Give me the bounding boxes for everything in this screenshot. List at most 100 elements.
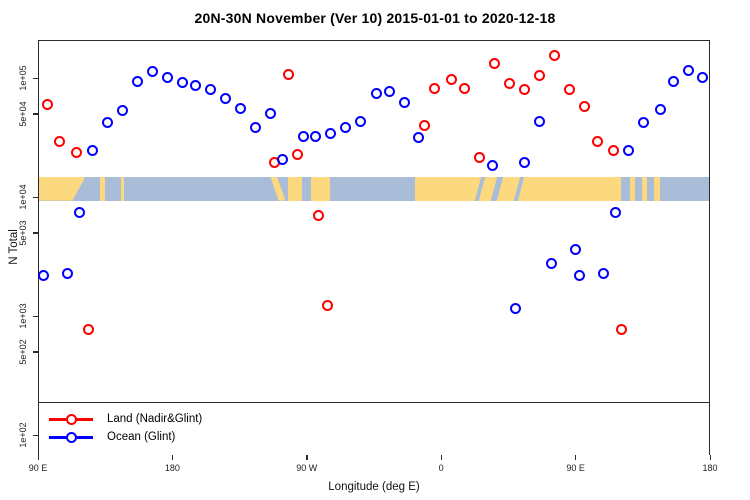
ocean-data-point	[146, 66, 158, 78]
x-axis-title: Longitude (deg E)	[328, 481, 420, 493]
x-tick	[37, 455, 39, 460]
ocean-data-point	[309, 130, 321, 142]
land-data-point	[615, 323, 627, 335]
land-data-point	[42, 99, 54, 111]
land-data-point	[578, 100, 590, 112]
ocean-data-point	[264, 108, 276, 120]
ocean-data-point	[623, 144, 635, 156]
y-tick-label: 1e+02	[18, 422, 28, 448]
ocean-data-point	[220, 93, 232, 105]
land-data-point	[445, 73, 457, 85]
ocean-data-point	[370, 88, 382, 100]
ocean-data-point	[597, 267, 609, 279]
ocean-data-point	[683, 65, 695, 77]
chart-title: 20N-30N November (Ver 10) 2015-01-01 to …	[194, 10, 556, 26]
ocean-data-point	[545, 257, 557, 269]
x-tick	[709, 455, 711, 460]
land-segment	[100, 177, 105, 201]
ocean-data-point	[399, 97, 411, 109]
y-tick	[33, 113, 38, 115]
ocean-data-point	[61, 267, 73, 279]
ocean-data-point	[132, 75, 144, 87]
ocean-data-point	[384, 85, 396, 97]
land-segment	[288, 177, 302, 201]
ocean-data-point	[654, 104, 666, 116]
ocean-data-point	[533, 115, 545, 127]
ocean-data-point	[339, 122, 351, 134]
land-data-point	[474, 151, 486, 163]
legend-item-land: Land (Nadir&Glint)	[49, 411, 202, 427]
y-tick	[33, 196, 38, 198]
land-data-point	[608, 145, 620, 157]
ocean-data-point	[324, 127, 336, 139]
ocean-data-point	[638, 117, 650, 129]
ocean-data-point	[87, 145, 99, 157]
land-segment	[310, 177, 331, 201]
ocean-data-point	[117, 105, 129, 117]
y-tick	[33, 232, 38, 234]
land-segment	[270, 177, 286, 201]
land-data-point	[429, 82, 441, 94]
x-tick	[306, 455, 308, 460]
ocean-data-point	[73, 207, 85, 219]
land-data-point	[82, 323, 94, 335]
land-data-point	[282, 68, 294, 80]
ocean-data-point	[696, 72, 708, 84]
x-tick-label: 0	[438, 463, 444, 473]
ocean-data-point	[569, 243, 581, 255]
legend-box: Land (Nadir&Glint) Ocean (Glint)	[39, 402, 709, 455]
ocean-data-point	[297, 130, 309, 142]
land-segment	[415, 177, 608, 201]
y-tick-label: 5e+02	[18, 339, 28, 365]
land-data-point	[321, 299, 333, 311]
land-data-point	[592, 135, 603, 147]
legend-item-ocean: Ocean (Glint)	[49, 429, 175, 445]
land-data-point	[70, 147, 82, 159]
ocean-data-point	[205, 84, 217, 96]
ocean-data-point	[37, 269, 49, 281]
x-tick-label: 90 E	[28, 463, 48, 473]
land-segment	[607, 177, 622, 201]
ocean-data-point	[354, 115, 366, 127]
land-data-point	[312, 210, 324, 222]
x-tick-label: 180	[164, 463, 180, 473]
ocean-data-point	[102, 117, 114, 129]
legend-label-land: Land (Nadir&Glint)	[107, 413, 203, 425]
land-segment	[642, 177, 647, 201]
ocean-data-point	[250, 122, 262, 134]
x-tick-label: 180	[702, 463, 718, 473]
x-tick	[440, 455, 442, 460]
land-data-point	[488, 58, 500, 70]
land-data-point	[291, 149, 303, 161]
x-tick	[575, 455, 577, 460]
ocean-data-point	[668, 75, 680, 87]
y-axis-title: N Total	[8, 229, 20, 265]
land-data-point	[533, 69, 545, 81]
ocean-data-point	[176, 76, 188, 88]
plot-area: Land (Nadir&Glint) Ocean (Glint)	[37, 40, 710, 455]
ocean-data-point	[161, 72, 173, 84]
land-segment	[654, 177, 661, 201]
ocean-data-point	[574, 269, 586, 281]
land-data-point	[563, 83, 575, 95]
ocean-data-point	[276, 154, 288, 166]
ocean-data-point	[235, 102, 247, 114]
x-tick-label: 90 W	[296, 463, 318, 473]
ocean-data-point	[190, 79, 202, 91]
land-data-point	[503, 78, 515, 90]
y-tick-label: 5e+04	[18, 101, 28, 127]
ocean-data-point	[509, 303, 521, 315]
ocean-series-marker-icon	[49, 431, 93, 443]
land-data-point	[418, 119, 430, 131]
land-segment	[121, 177, 125, 201]
land-data-point	[518, 84, 530, 96]
x-tick	[171, 455, 174, 460]
y-tick	[33, 315, 38, 317]
latitude-map-strip	[39, 177, 709, 201]
x-tick-label: 90 E	[566, 463, 585, 473]
y-tick-label: 1e+05	[18, 65, 28, 91]
land-series-marker-icon	[49, 413, 93, 425]
ocean-data-point	[609, 207, 621, 219]
y-tick	[33, 434, 38, 436]
